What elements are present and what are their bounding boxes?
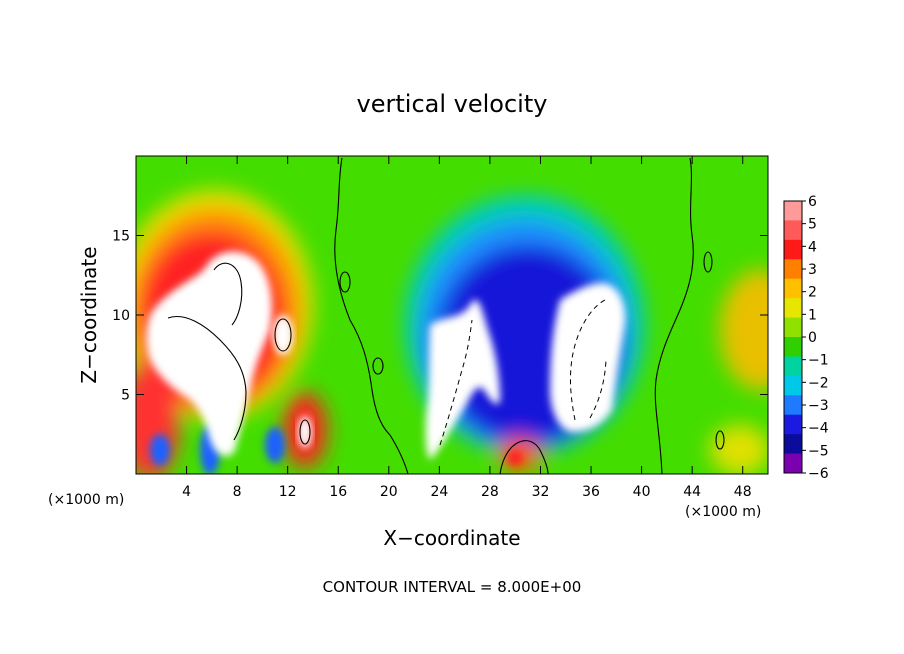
x-tick-label: 4 [182,484,191,500]
colorbar-label: 4 [808,239,817,255]
y-tick-label: 15 [112,229,130,245]
x-unit-label-right: (×1000 m) [685,504,761,520]
colorbar-label: 0 [808,330,817,346]
x-tick-label: 40 [633,484,651,500]
colorbar-swatch [784,356,802,377]
colorbar-swatch [784,453,802,474]
colorbar-swatch [784,434,802,455]
y-axis-label: Z−coordinate [77,246,101,383]
colorbar-label: −6 [808,466,829,482]
x-tick-label: 24 [430,484,448,500]
colorbar-swatch [784,337,802,357]
colorbar-swatch [784,259,802,280]
y-tick-label: 10 [112,308,130,324]
colorbar-label: 6 [808,194,817,210]
colorbar-swatch [784,201,802,221]
x-axis-ticks: 4 8 12 16 20 24 28 32 36 40 44 48 [182,156,752,500]
colorbar-label: 5 [808,217,817,233]
x-tick-label: 28 [481,484,499,500]
x-unit-label-left: (×1000 m) [48,492,124,508]
colorbar-label: 3 [808,262,817,278]
x-tick-label: 20 [380,484,398,500]
colorbar-swatch [784,395,802,416]
x-tick-label: 48 [734,484,752,500]
chart-title: vertical velocity [357,90,548,118]
colorbar-swatch [784,298,802,319]
x-tick-label: 8 [233,484,242,500]
heatmap-field [136,156,768,474]
x-tick-label: 32 [532,484,550,500]
x-axis-label: X−coordinate [383,526,520,550]
colorbar-label: −3 [808,398,829,414]
colorbar-swatch [784,278,802,299]
colorbar-swatch [784,375,802,396]
colorbar-label: −5 [808,443,829,459]
colorbar-label: −4 [808,421,829,437]
colorbar-swatch [784,414,802,435]
x-tick-label: 16 [329,484,347,500]
colorbar-swatch [784,239,802,260]
colorbar-label: 2 [808,285,817,301]
colorbar-label: −1 [808,353,829,369]
contour-interval-label: CONTOUR INTERVAL = 8.000E+00 [323,578,582,596]
colorbar-label: −2 [808,375,829,391]
y-axis-ticks: 5 10 15 [112,229,768,404]
colorbar-label: 1 [808,307,817,323]
x-tick-label: 44 [683,484,701,500]
colorbar-swatch [784,317,802,338]
colorbar-swatch [784,220,802,241]
x-tick-label: 12 [279,484,297,500]
y-tick-label: 5 [121,388,130,404]
colorbar: 6 5 4 3 2 1 0 −1 −2 −3 −4 −5 −6 [783,194,829,482]
x-tick-label: 36 [582,484,600,500]
